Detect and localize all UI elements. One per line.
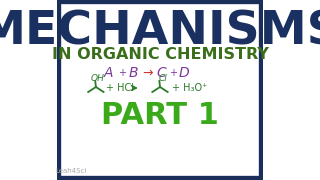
- Text: Cl: Cl: [158, 73, 167, 82]
- Text: + HCl: + HCl: [106, 83, 134, 93]
- Text: →: →: [142, 66, 152, 80]
- Text: C: C: [156, 66, 166, 80]
- Text: OH: OH: [90, 73, 104, 82]
- Text: + H₃O⁺: + H₃O⁺: [172, 83, 208, 93]
- Text: Leah4Sci: Leah4Sci: [56, 168, 87, 174]
- FancyBboxPatch shape: [57, 0, 263, 180]
- Text: IN ORGANIC CHEMISTRY: IN ORGANIC CHEMISTRY: [52, 46, 268, 62]
- Text: A: A: [104, 66, 114, 80]
- Text: PART 1: PART 1: [101, 100, 219, 129]
- Text: +: +: [117, 68, 125, 78]
- Text: B: B: [128, 66, 138, 80]
- Text: +: +: [169, 68, 177, 78]
- Text: MECHANISMS: MECHANISMS: [0, 10, 320, 55]
- Text: D: D: [179, 66, 190, 80]
